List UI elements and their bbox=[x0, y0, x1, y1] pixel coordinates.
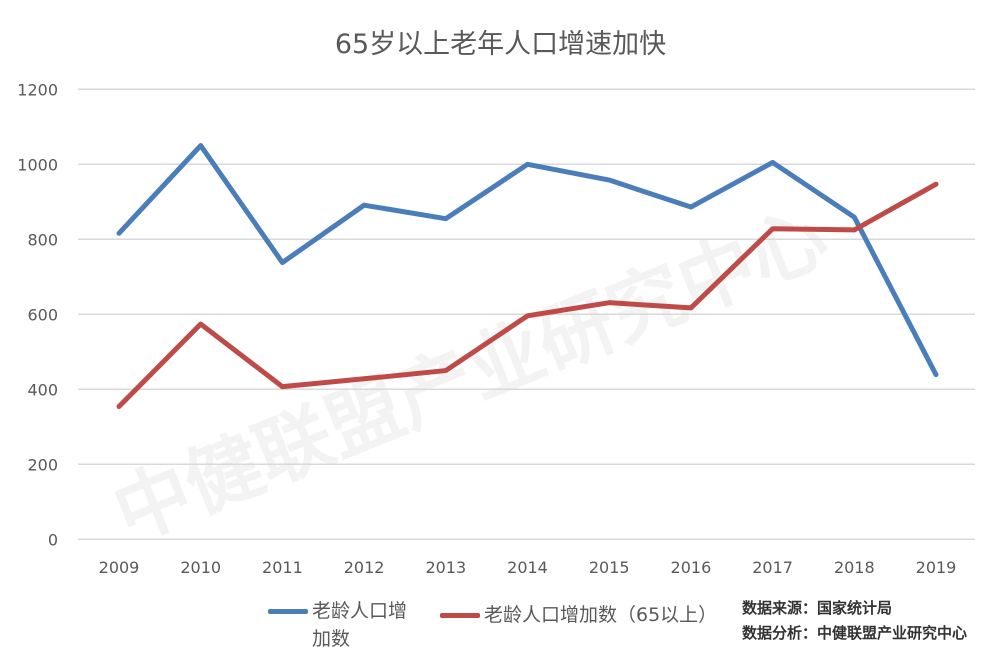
legend-swatch bbox=[268, 609, 308, 614]
y-tick-label: 1200 bbox=[17, 80, 58, 99]
data-point bbox=[934, 373, 938, 377]
data-point bbox=[280, 261, 284, 265]
data-point bbox=[771, 227, 775, 231]
data-point bbox=[117, 405, 121, 409]
x-tick-label: 2010 bbox=[180, 558, 221, 577]
legend-label: 老龄人口增加数（65以上） bbox=[484, 604, 718, 626]
data-point bbox=[362, 377, 366, 381]
data-point bbox=[444, 369, 448, 373]
data-point bbox=[852, 228, 856, 232]
data-point bbox=[934, 182, 938, 186]
data-point bbox=[280, 385, 284, 389]
x-tick-label: 2009 bbox=[99, 558, 140, 577]
x-tick-label: 2019 bbox=[916, 558, 957, 577]
data-point bbox=[199, 322, 203, 326]
y-tick-label: 200 bbox=[27, 455, 58, 474]
legend-item-series-1: 老龄人口增加数 bbox=[268, 600, 407, 653]
data-point bbox=[117, 231, 121, 235]
x-tick-label: 2011 bbox=[262, 558, 303, 577]
data-point bbox=[526, 314, 529, 318]
data-point bbox=[362, 203, 366, 207]
source-line: 数据来源：国家统计局 bbox=[742, 599, 893, 617]
analysis-line: 数据分析：中健联盟产业研究中心 bbox=[742, 624, 968, 642]
x-tick-label: 2013 bbox=[425, 558, 466, 577]
legend-swatch bbox=[440, 613, 480, 618]
data-point bbox=[607, 301, 611, 305]
x-tick-label: 2012 bbox=[344, 558, 385, 577]
data-point bbox=[852, 215, 856, 219]
data-point bbox=[689, 205, 693, 209]
source-note: 数据来源：国家统计局 数据分析：中健联盟产业研究中心 bbox=[742, 596, 967, 646]
series-line-2 bbox=[116, 181, 939, 410]
series-line-1 bbox=[116, 143, 939, 378]
x-tick-label: 2016 bbox=[671, 558, 712, 577]
y-tick-label: 0 bbox=[48, 530, 58, 549]
x-tick-label: 2017 bbox=[752, 558, 793, 577]
data-point bbox=[771, 160, 775, 164]
y-tick-label: 600 bbox=[27, 305, 58, 324]
data-point bbox=[689, 306, 693, 310]
chart-title: 65岁以上老年人口增速加快 bbox=[334, 29, 667, 60]
x-tick-label: 2018 bbox=[834, 558, 875, 577]
y-tick-label: 400 bbox=[27, 380, 58, 399]
legend-item-series-2: 老龄人口增加数（65以上） bbox=[440, 600, 717, 627]
data-point bbox=[607, 178, 611, 182]
x-tick-label: 2015 bbox=[589, 558, 630, 577]
data-point bbox=[526, 162, 529, 166]
legend-label: 老龄人口增加数 bbox=[312, 600, 408, 650]
x-tick-label: 2014 bbox=[507, 558, 548, 577]
data-point bbox=[199, 144, 203, 148]
y-tick-label: 800 bbox=[27, 230, 58, 249]
y-tick-label: 1000 bbox=[17, 155, 58, 174]
data-point bbox=[444, 217, 448, 221]
